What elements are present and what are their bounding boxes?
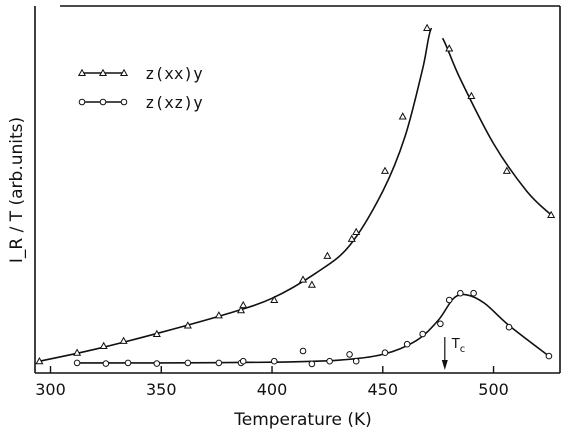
point-xx-13 — [347, 234, 356, 242]
point-xx-9 — [270, 295, 279, 304]
point-xx-20 — [502, 166, 511, 174]
point-xx-6 — [214, 311, 223, 319]
legend-marker-2-1 — [99, 98, 107, 106]
point-xx-16 — [398, 112, 407, 120]
axes-frame — [34, 5, 561, 374]
x-tick-label-350: 350 — [146, 380, 177, 399]
series-2 — [73, 289, 553, 368]
point-xz-10 — [308, 360, 316, 368]
point-xz-3 — [153, 360, 161, 367]
tc-arrow-head — [441, 360, 448, 370]
point-xx-7 — [236, 305, 246, 314]
point-xx-21 — [547, 210, 556, 219]
point-xx-0 — [35, 356, 44, 365]
legend-marker-2-0 — [78, 98, 86, 106]
point-xz-16 — [419, 330, 426, 338]
series-2-curve — [77, 293, 550, 364]
point-xz-20 — [470, 289, 477, 297]
point-xx-15 — [380, 166, 390, 174]
point-xz-17 — [437, 320, 444, 328]
point-xx-18 — [445, 44, 454, 52]
point-xz-13 — [352, 357, 360, 365]
point-xx-1 — [73, 348, 82, 356]
point-xx-11 — [307, 280, 316, 288]
legend-label-2: z(xz)y — [145, 93, 203, 112]
x-tick-label-450: 450 — [368, 380, 399, 399]
point-xz-14 — [381, 349, 389, 357]
point-xx-17 — [423, 23, 432, 32]
x-axis-label: Temperature (K) — [233, 410, 372, 430]
point-xz-7 — [239, 357, 247, 365]
legend-marker-2-2 — [120, 98, 128, 106]
x-ticks: 300 350 400 450 500 — [35, 366, 509, 399]
series-1-curve — [39, 27, 552, 362]
point-xx-8 — [239, 300, 248, 309]
y-axis-label: I_R / T (arb.units) — [7, 117, 27, 263]
point-xz-19 — [457, 289, 464, 297]
series-layer — [35, 23, 556, 368]
legend-marker-1-1 — [98, 68, 108, 77]
point-xz-12 — [346, 351, 353, 358]
x-tick-label-400: 400 — [257, 380, 288, 399]
point-xx-4 — [152, 329, 161, 338]
legend-marker-1-0 — [77, 68, 87, 77]
tc-label: Tc — [451, 337, 465, 355]
point-xz-1 — [102, 360, 110, 367]
point-xz-11 — [326, 357, 333, 365]
point-xx-12 — [323, 251, 332, 259]
point-xx-10 — [298, 275, 308, 283]
series-1 — [35, 23, 556, 365]
point-xz-15 — [403, 340, 411, 348]
point-xz-21 — [505, 323, 513, 331]
point-xx-3 — [119, 336, 128, 344]
point-xz-4 — [184, 359, 192, 367]
point-xz-2 — [124, 359, 132, 367]
legend-marker-1-2 — [119, 68, 129, 77]
point-xx-5 — [183, 321, 192, 329]
point-xx-14 — [352, 227, 361, 236]
tc-annotation: Tc — [441, 337, 465, 370]
x-tick-label-300: 300 — [35, 380, 66, 399]
point-xz-18 — [445, 296, 453, 304]
legend-label-1: z(xx)y — [145, 64, 203, 83]
legend: z(xx)y z(xz)y — [77, 64, 203, 112]
point-xx-2 — [99, 341, 108, 349]
point-xx-19 — [467, 91, 476, 100]
point-xz-0 — [73, 359, 81, 367]
point-xz-9 — [299, 347, 307, 355]
point-xz-22 — [545, 352, 553, 360]
point-xz-8 — [270, 357, 278, 365]
point-xz-5 — [215, 359, 223, 367]
x-tick-label-500: 500 — [478, 380, 509, 399]
